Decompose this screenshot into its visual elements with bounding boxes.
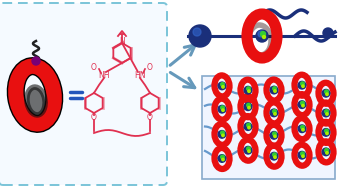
- Circle shape: [322, 148, 330, 156]
- Circle shape: [273, 110, 276, 113]
- Circle shape: [221, 83, 224, 86]
- Circle shape: [298, 81, 306, 89]
- Circle shape: [270, 109, 278, 117]
- Circle shape: [301, 152, 304, 156]
- Circle shape: [302, 85, 304, 87]
- Circle shape: [262, 36, 266, 39]
- Circle shape: [325, 110, 328, 113]
- Circle shape: [301, 82, 304, 85]
- Circle shape: [256, 30, 268, 42]
- Circle shape: [247, 87, 250, 91]
- Text: O: O: [91, 112, 97, 122]
- Circle shape: [247, 103, 250, 107]
- Circle shape: [326, 152, 328, 154]
- Circle shape: [298, 101, 306, 108]
- Circle shape: [274, 135, 276, 138]
- Text: HN: HN: [134, 70, 146, 80]
- Circle shape: [298, 125, 306, 132]
- Circle shape: [248, 126, 250, 129]
- Circle shape: [270, 86, 278, 94]
- Circle shape: [244, 86, 252, 94]
- Circle shape: [218, 155, 226, 162]
- Circle shape: [222, 86, 224, 88]
- Circle shape: [302, 105, 304, 107]
- Circle shape: [221, 155, 224, 159]
- Circle shape: [221, 106, 224, 109]
- Circle shape: [301, 125, 304, 129]
- Circle shape: [270, 132, 278, 139]
- Text: O: O: [147, 63, 153, 71]
- Circle shape: [298, 151, 306, 159]
- Circle shape: [301, 101, 304, 105]
- Circle shape: [247, 123, 250, 127]
- Circle shape: [326, 93, 328, 95]
- Circle shape: [244, 103, 252, 111]
- Circle shape: [322, 89, 330, 97]
- Circle shape: [244, 146, 252, 154]
- Circle shape: [32, 57, 40, 65]
- Circle shape: [248, 150, 250, 152]
- Circle shape: [218, 105, 226, 113]
- Circle shape: [189, 25, 211, 47]
- Circle shape: [248, 106, 250, 109]
- Circle shape: [222, 134, 224, 136]
- Circle shape: [302, 129, 304, 131]
- Text: N: N: [119, 37, 125, 46]
- FancyBboxPatch shape: [202, 76, 335, 179]
- Circle shape: [322, 129, 330, 136]
- Circle shape: [248, 90, 250, 92]
- Circle shape: [247, 147, 250, 150]
- Ellipse shape: [27, 87, 45, 115]
- Circle shape: [274, 90, 276, 92]
- Text: O: O: [91, 63, 97, 71]
- Circle shape: [218, 82, 226, 90]
- Circle shape: [273, 87, 276, 90]
- Circle shape: [244, 123, 252, 130]
- Circle shape: [323, 28, 333, 38]
- Circle shape: [302, 155, 304, 157]
- Circle shape: [274, 113, 276, 115]
- Circle shape: [273, 153, 276, 156]
- Circle shape: [270, 152, 278, 160]
- Circle shape: [325, 149, 328, 152]
- Text: O: O: [147, 112, 153, 122]
- Circle shape: [218, 131, 226, 138]
- Circle shape: [325, 129, 328, 133]
- Circle shape: [222, 109, 224, 111]
- Circle shape: [326, 132, 328, 135]
- Circle shape: [258, 31, 264, 37]
- Circle shape: [322, 109, 330, 117]
- Circle shape: [326, 113, 328, 115]
- Circle shape: [273, 132, 276, 136]
- Circle shape: [260, 32, 266, 36]
- Circle shape: [222, 158, 224, 161]
- FancyBboxPatch shape: [0, 3, 167, 185]
- Circle shape: [274, 156, 276, 158]
- Text: NH: NH: [98, 70, 110, 80]
- Circle shape: [221, 131, 224, 135]
- Circle shape: [193, 28, 201, 36]
- Circle shape: [325, 90, 328, 94]
